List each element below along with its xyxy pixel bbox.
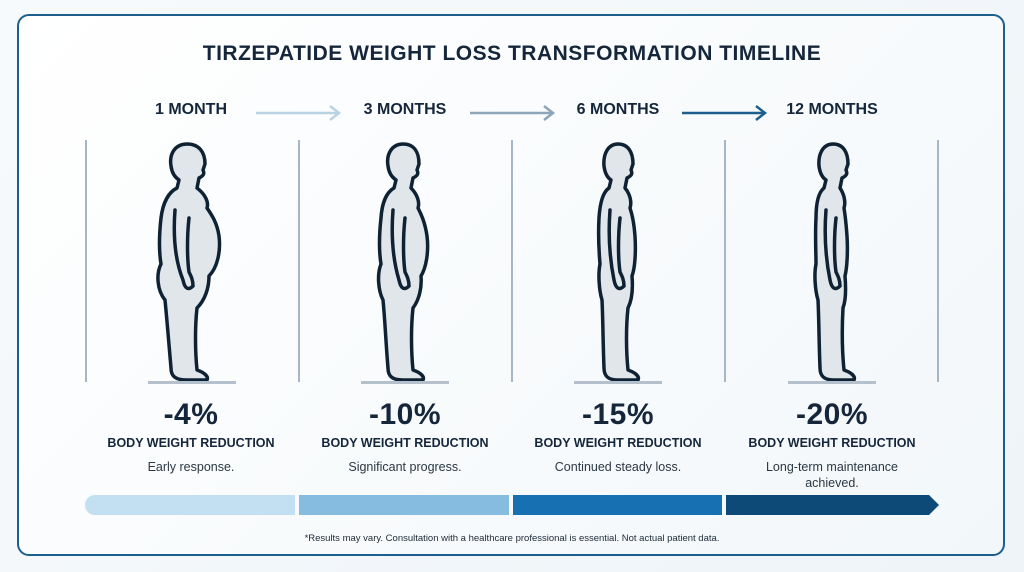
progress-segment-3 [513, 495, 722, 515]
stage-label-6-months: 6 MONTHS [576, 101, 660, 118]
progress-segment-1 [85, 495, 295, 515]
stage-label-3-months: 3 MONTHS [363, 101, 447, 118]
metric-label: BODY WEIGHT REDUCTION [107, 436, 275, 450]
body-silhouette-icon [813, 142, 857, 382]
percent-value: -4% [163, 398, 219, 431]
body-silhouette-icon [596, 142, 641, 382]
stage-label-1-month: 1 MONTH [155, 101, 227, 118]
stage-description: Continued steady loss. [554, 460, 682, 474]
body-silhouette-icon [156, 142, 222, 382]
column-divider [937, 140, 939, 382]
percent-value: -20% [795, 398, 869, 431]
arrow-right-icon [470, 105, 556, 121]
ground-line [148, 381, 236, 384]
metric-label: BODY WEIGHT REDUCTION [748, 436, 916, 450]
stage-description: Long-term maintenance achieved. [765, 460, 899, 490]
ground-line [788, 381, 876, 384]
arrow-right-icon [256, 105, 342, 121]
stage-description: Significant progress. [348, 460, 462, 474]
ground-line [574, 381, 662, 384]
ground-line [361, 381, 449, 384]
progress-segment-4 [726, 495, 939, 515]
disclaimer-footnote: *Results may vary. Consultation with a h… [304, 533, 720, 544]
stage-description: Early response. [147, 460, 235, 474]
column-divider [298, 140, 300, 382]
progress-segment-2 [299, 495, 509, 515]
body-silhouette-icon [376, 142, 430, 382]
metric-label: BODY WEIGHT REDUCTION [534, 436, 702, 450]
metric-label: BODY WEIGHT REDUCTION [321, 436, 489, 450]
percent-value: -15% [581, 398, 655, 431]
page-title: TIRZEPATIDE WEIGHT LOSS TRANSFORMATION T… [202, 42, 822, 65]
stage-label-12-months: 12 MONTHS [786, 101, 878, 118]
column-divider [724, 140, 726, 382]
percent-value: -10% [368, 398, 442, 431]
column-divider [85, 140, 87, 382]
arrow-right-icon [682, 105, 768, 121]
column-divider [511, 140, 513, 382]
